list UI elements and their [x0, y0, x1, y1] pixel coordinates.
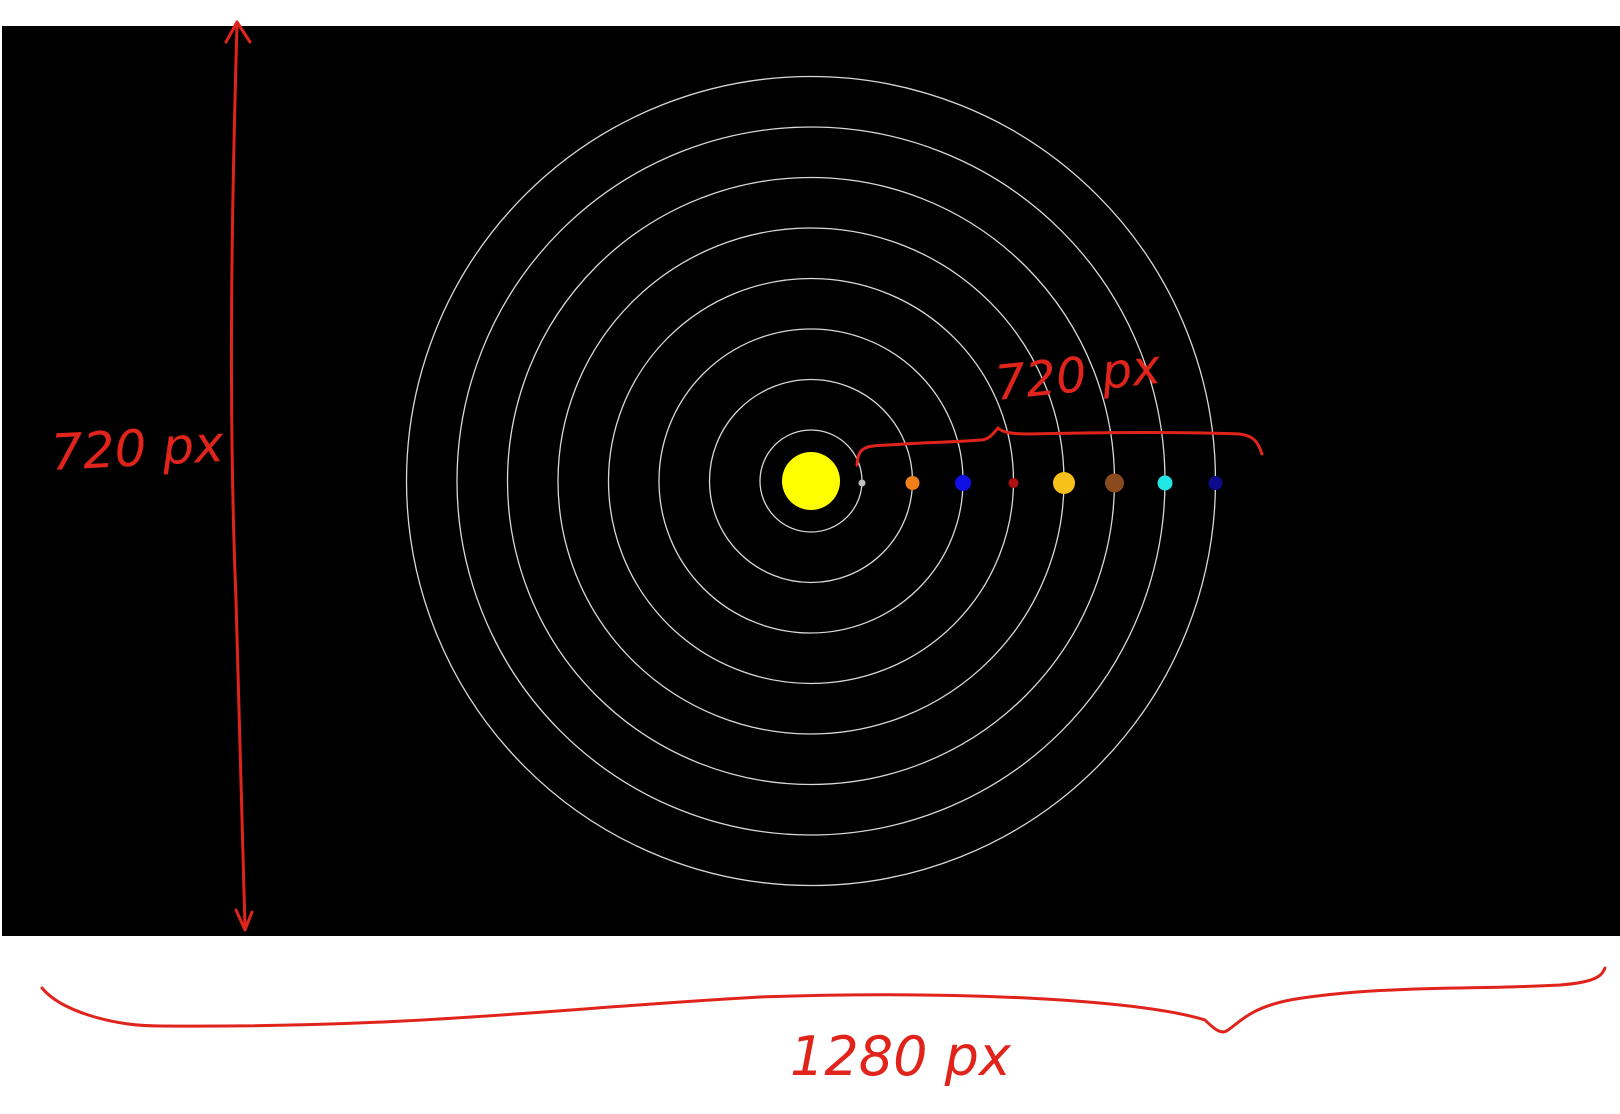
width-label: 1280 px: [790, 1025, 1012, 1088]
planet-6: [1105, 474, 1124, 493]
planet-7: [1158, 476, 1173, 491]
planet-1: [859, 480, 866, 487]
sun: [782, 452, 840, 510]
height-label: 720 px: [50, 415, 226, 482]
planet-2: [906, 476, 920, 490]
planet-4: [1009, 478, 1019, 488]
planet-3: [955, 475, 971, 491]
planet-5: [1053, 472, 1075, 494]
planet-8: [1209, 476, 1223, 490]
width-brace: [42, 968, 1605, 1032]
